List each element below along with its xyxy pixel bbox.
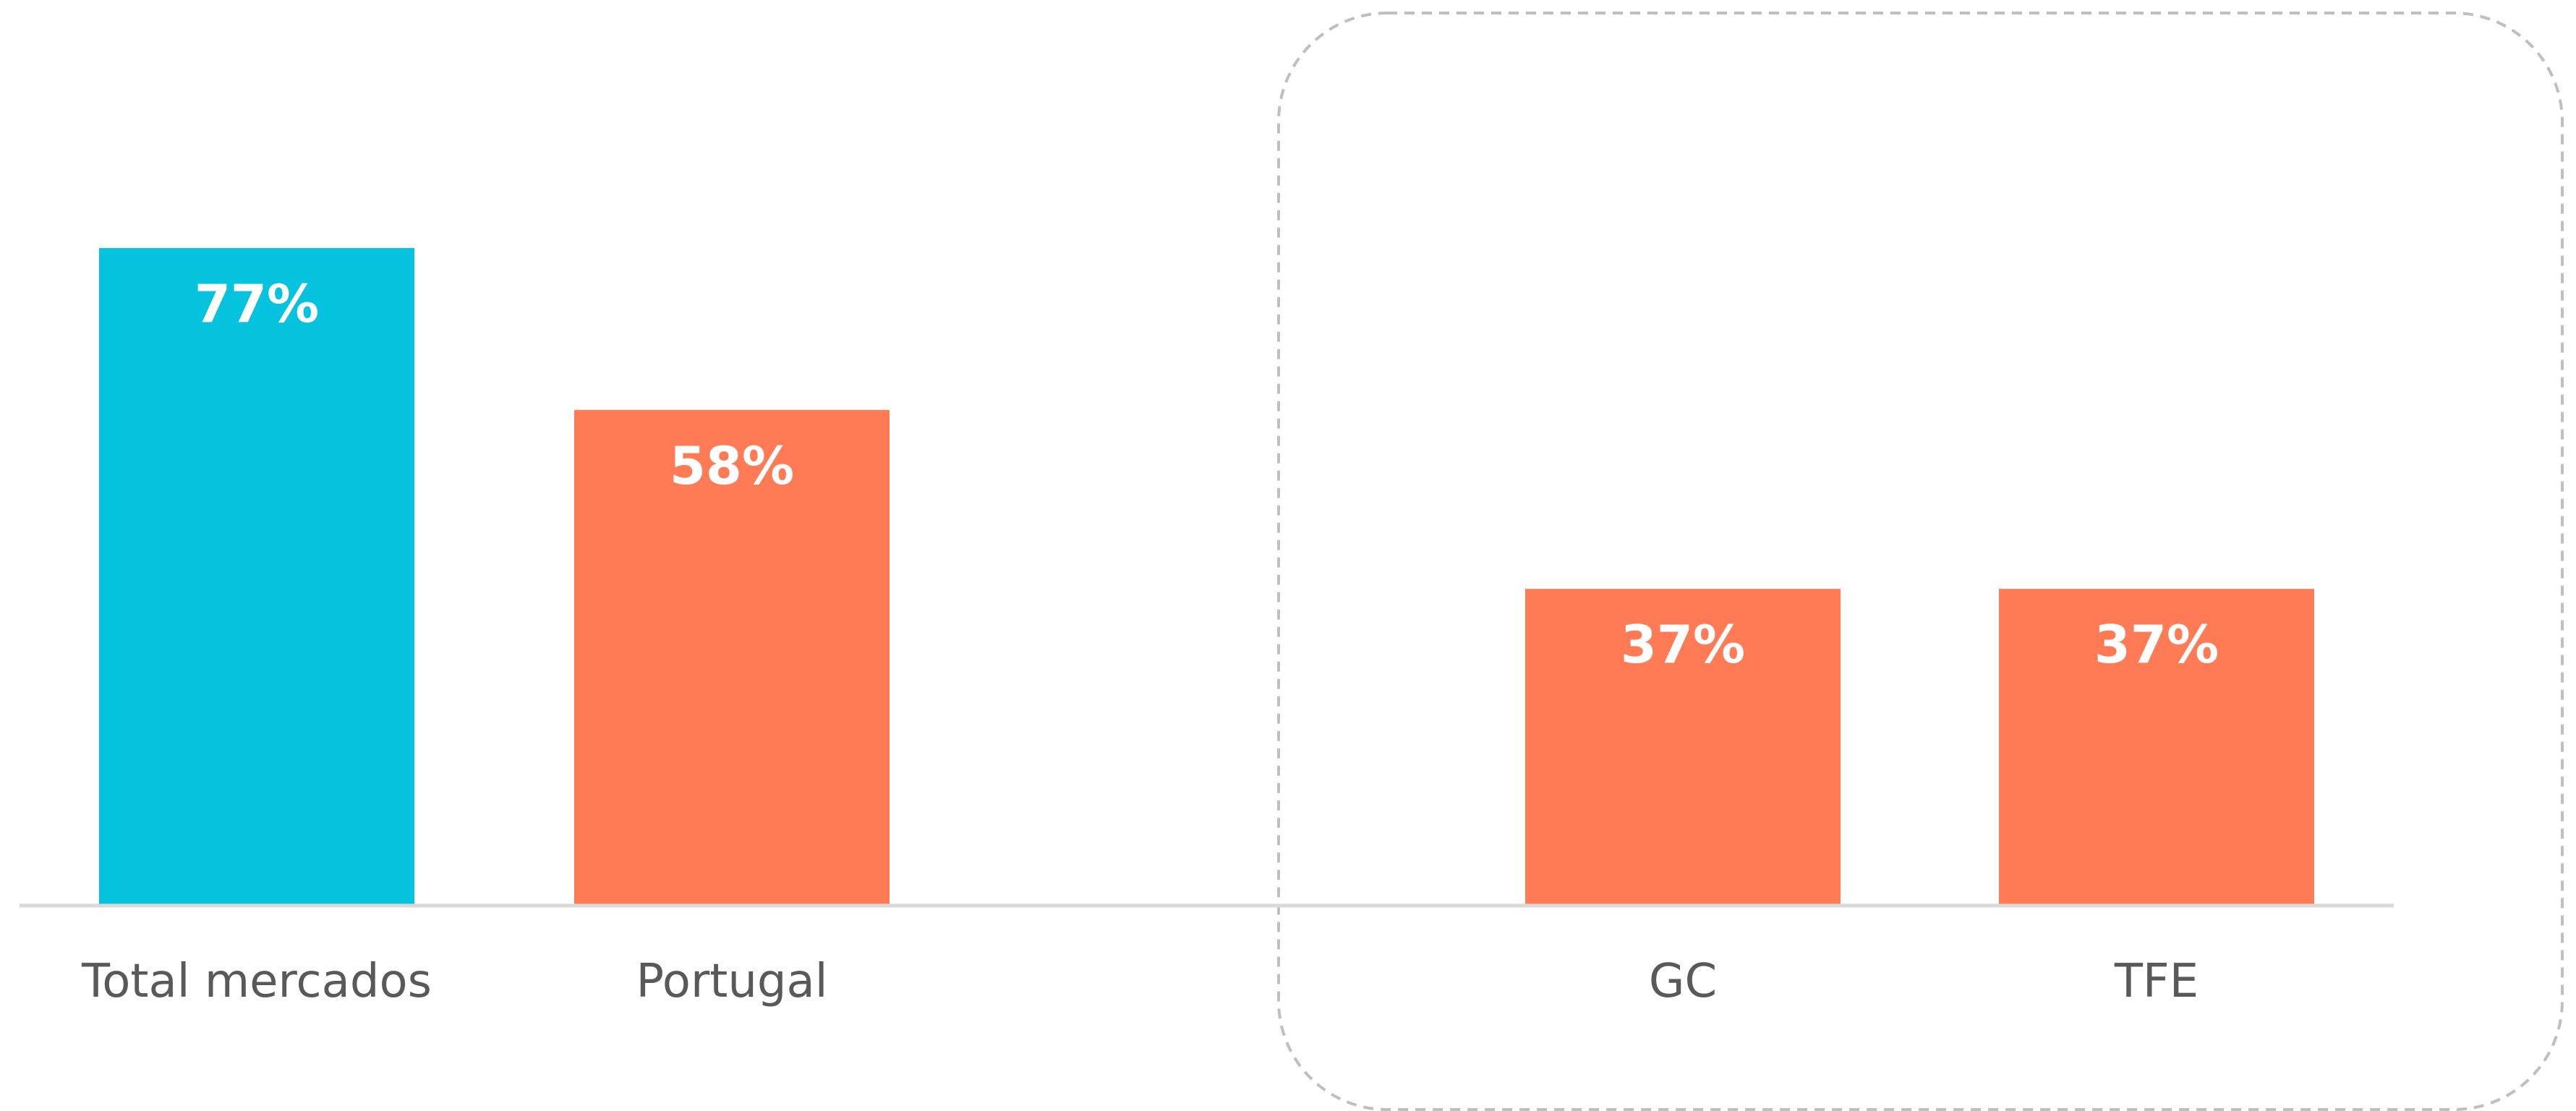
bars-layer [99, 247, 2314, 904]
category-label-portugal: Portugal [636, 955, 827, 1008]
value-label-total-mercados: 77% [195, 273, 319, 334]
value-label-gc: 37% [1621, 614, 1745, 675]
bar-portugal [574, 409, 890, 904]
highlight-group-border [1277, 12, 2564, 1111]
bar-total-mercados [99, 247, 414, 904]
category-label-total-mercados: Total mercados [81, 955, 432, 1008]
category-label-gc: GC [1649, 955, 1717, 1008]
category-label-tfe: TFE [2114, 955, 2198, 1008]
bar-gc [1525, 589, 1841, 904]
value-label-portugal: 58% [670, 435, 794, 496]
value-label-tfe: 37% [2094, 614, 2219, 675]
category-labels: Total mercados Portugal GC TFE [81, 955, 2198, 1008]
labels-layer: 77% 58% 37% 37% [195, 273, 2219, 675]
bar-tfe [1999, 589, 2314, 904]
